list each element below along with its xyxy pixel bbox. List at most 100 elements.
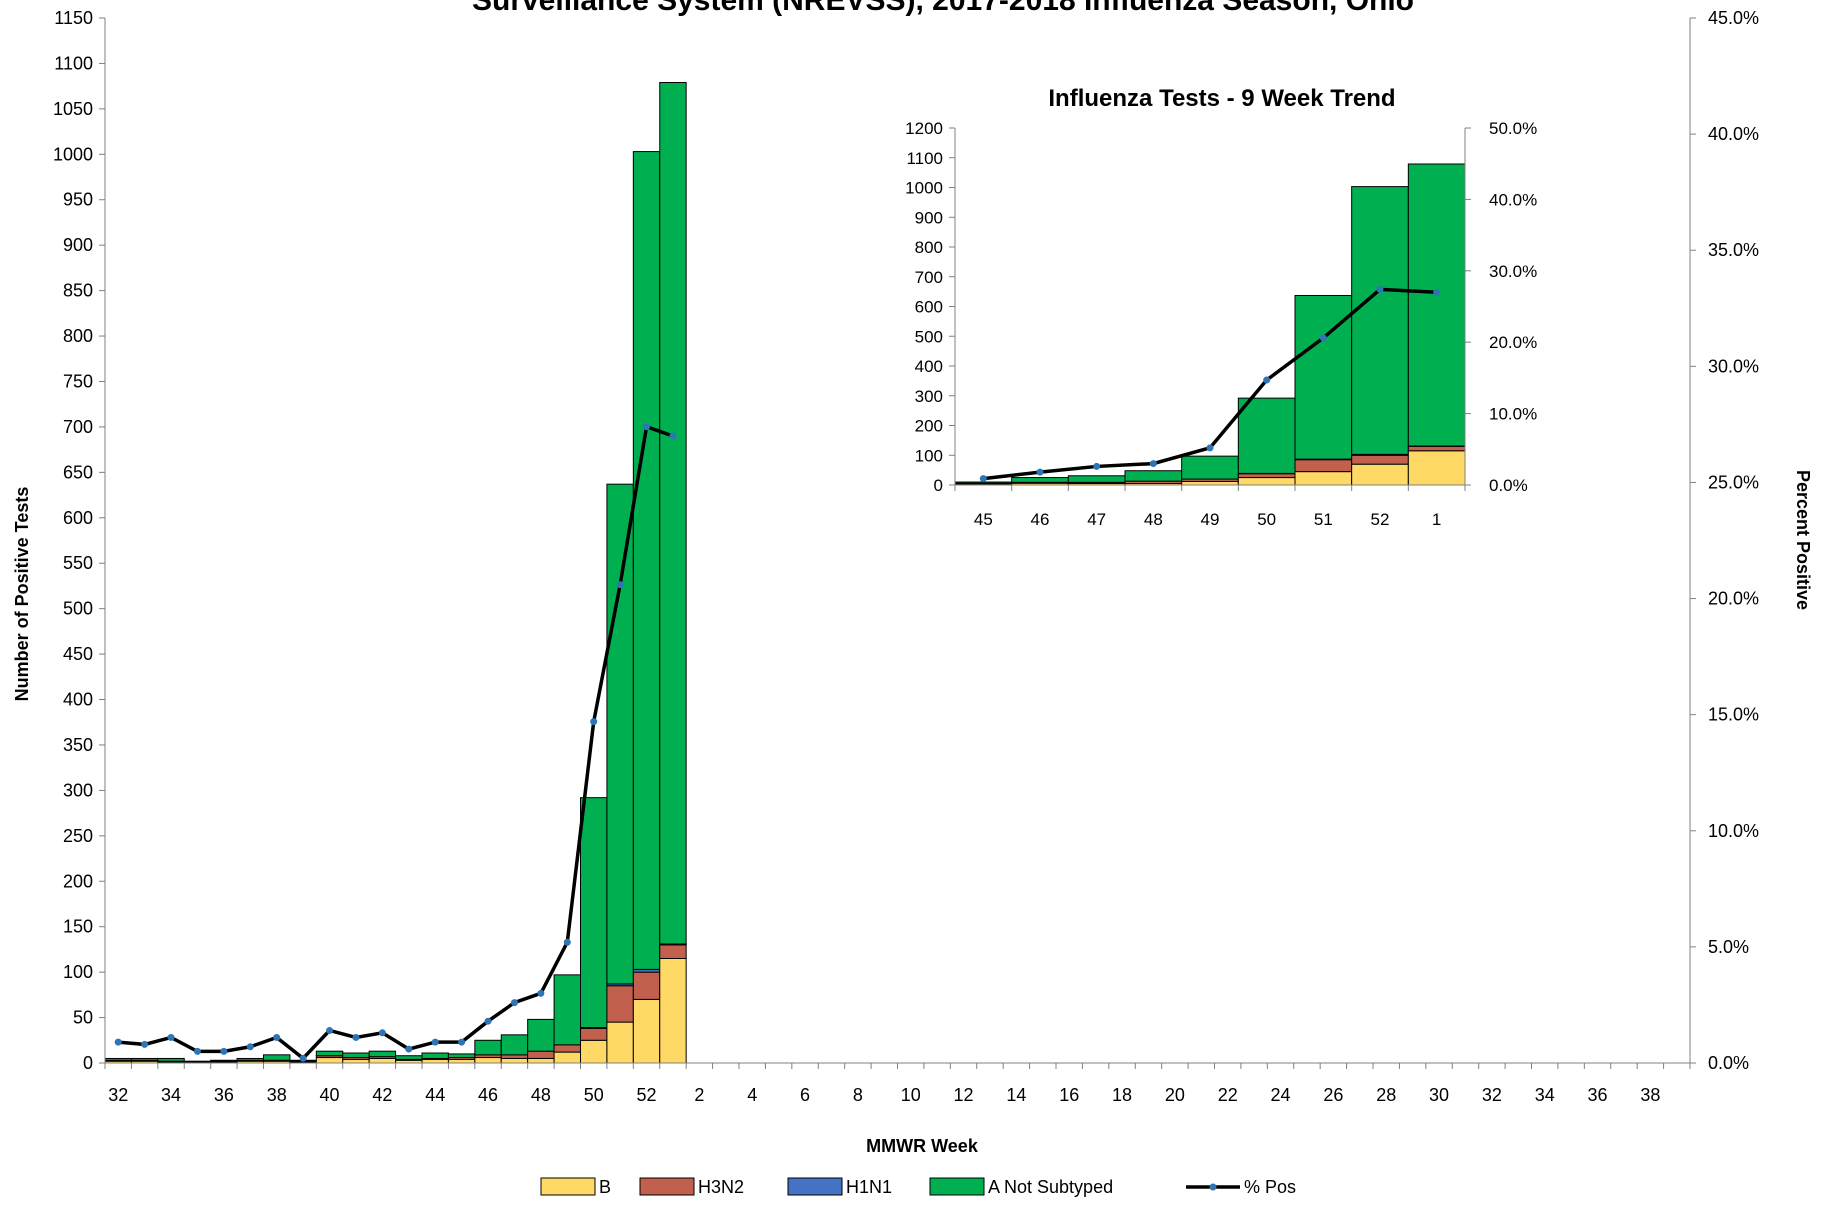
x-tick-label: 20 bbox=[1165, 1085, 1185, 1105]
y-tick-label: 500 bbox=[63, 599, 93, 619]
inset-x-tick-label: 47 bbox=[1087, 510, 1106, 529]
inset-bar-a-not-subtyped-52 bbox=[1352, 187, 1409, 455]
legend-swatch-h1n1 bbox=[788, 1178, 842, 1195]
bar-b-45 bbox=[448, 1059, 474, 1063]
bar-a-not-subtyped-1 bbox=[660, 83, 686, 944]
percent-positive-point bbox=[379, 1029, 386, 1036]
x-axis-label: MMWR Week bbox=[866, 1136, 979, 1156]
y2-tick-label: 25.0% bbox=[1708, 472, 1759, 492]
x-tick-label: 28 bbox=[1376, 1085, 1396, 1105]
bar-a-not-subtyped-40 bbox=[316, 1051, 342, 1056]
y-tick-label: 350 bbox=[63, 735, 93, 755]
percent-positive-point bbox=[643, 423, 650, 430]
percent-positive-point bbox=[194, 1048, 201, 1055]
percent-positive-point bbox=[352, 1034, 359, 1041]
percent-positive-point bbox=[220, 1048, 227, 1055]
bar-a-not-subtyped-46 bbox=[475, 1040, 501, 1055]
inset-x-tick-label: 46 bbox=[1031, 510, 1050, 529]
y-tick-label: 100 bbox=[63, 962, 93, 982]
inset-y-tick-label: 700 bbox=[915, 268, 943, 287]
bar-b-51 bbox=[607, 1022, 633, 1063]
bar-a-not-subtyped-49 bbox=[554, 975, 580, 1045]
percent-positive-point bbox=[669, 433, 676, 440]
inset-x-tick-label: 49 bbox=[1201, 510, 1220, 529]
x-tick-label: 34 bbox=[161, 1085, 181, 1105]
y2-tick-label: 5.0% bbox=[1708, 937, 1749, 957]
bar-b-41 bbox=[343, 1059, 369, 1063]
bar-h3n2-48 bbox=[528, 1051, 554, 1058]
inset-bar-b-52 bbox=[1352, 464, 1409, 485]
inset-title: Influenza Tests - 9 Week Trend bbox=[1048, 85, 1395, 112]
bar-b-49 bbox=[554, 1052, 580, 1063]
inset-percent-positive-point bbox=[1207, 444, 1214, 451]
x-tick-label: 16 bbox=[1059, 1085, 1079, 1105]
y-axis-label: Number of Positive Tests bbox=[12, 487, 32, 702]
y-tick-label: 600 bbox=[63, 508, 93, 528]
y-tick-label: 1050 bbox=[53, 99, 93, 119]
bar-h3n2-1 bbox=[660, 945, 686, 959]
bar-a-not-subtyped-41 bbox=[343, 1053, 369, 1058]
inset-y-tick-label: 800 bbox=[915, 238, 943, 257]
bar-a-not-subtyped-45 bbox=[448, 1054, 474, 1058]
y2-tick-label: 30.0% bbox=[1708, 356, 1759, 376]
bar-a-not-subtyped-50 bbox=[581, 798, 607, 1028]
legend-marker-percent-pos bbox=[1210, 1184, 1217, 1191]
x-tick-label: 44 bbox=[425, 1085, 445, 1105]
inset-x-tick-label: 1 bbox=[1432, 510, 1441, 529]
bar-a-not-subtyped-37 bbox=[237, 1058, 263, 1060]
y2-axis-label: Percent Positive bbox=[1793, 470, 1813, 610]
bar-h3n2-51 bbox=[607, 986, 633, 1022]
y-tick-label: 1100 bbox=[54, 53, 93, 73]
y2-tick-label: 40.0% bbox=[1708, 124, 1759, 144]
percent-positive-point bbox=[458, 1039, 465, 1046]
percent-positive-point bbox=[141, 1041, 148, 1048]
chart-title: Surveillance System (NREVSS), 2017-2018 … bbox=[472, 0, 1414, 17]
bar-a-not-subtyped-48 bbox=[528, 1019, 554, 1051]
bar-a-not-subtyped-51 bbox=[607, 484, 633, 984]
inset-y2-tick-label: 10.0% bbox=[1489, 405, 1537, 424]
inset-bar-h3n2-1 bbox=[1408, 446, 1465, 450]
inset-y2-tick-label: 50.0% bbox=[1489, 119, 1537, 138]
bar-a-not-subtyped-32 bbox=[105, 1058, 131, 1060]
x-tick-label: 8 bbox=[853, 1085, 863, 1105]
bar-a-not-subtyped-47 bbox=[501, 1035, 527, 1055]
bar-b-44 bbox=[422, 1059, 448, 1063]
legend-label-h1n1: H1N1 bbox=[846, 1177, 892, 1197]
y-tick-label: 250 bbox=[63, 826, 93, 846]
inset-x-tick-label: 50 bbox=[1257, 510, 1276, 529]
x-tick-label: 2 bbox=[694, 1085, 704, 1105]
x-tick-label: 22 bbox=[1218, 1085, 1238, 1105]
percent-positive-point bbox=[485, 1018, 492, 1025]
x-tick-label: 18 bbox=[1112, 1085, 1132, 1105]
inset-y2-tick-label: 40.0% bbox=[1489, 190, 1537, 209]
inset-bar-a-not-subtyped-46 bbox=[1012, 478, 1069, 483]
inset-bar-a-not-subtyped-50 bbox=[1238, 398, 1295, 473]
x-tick-label: 36 bbox=[1588, 1085, 1608, 1105]
y2-tick-label: 20.0% bbox=[1708, 589, 1759, 609]
bar-a-not-subtyped-52 bbox=[633, 152, 659, 970]
inset-plot: 0100200300400500600700800900100011001200… bbox=[905, 119, 1537, 529]
inset-y-tick-label: 200 bbox=[915, 417, 943, 436]
percent-positive-point bbox=[511, 999, 518, 1006]
bar-b-50 bbox=[581, 1040, 607, 1063]
y-tick-label: 1150 bbox=[54, 8, 93, 28]
y2-tick-label: 0.0% bbox=[1708, 1053, 1749, 1073]
inset-y-tick-label: 100 bbox=[915, 446, 943, 465]
bar-b-47 bbox=[501, 1058, 527, 1063]
inset-percent-positive-point bbox=[1377, 286, 1384, 293]
inset-y-tick-label: 300 bbox=[915, 387, 943, 406]
bar-a-not-subtyped-42 bbox=[369, 1051, 395, 1056]
x-tick-label: 48 bbox=[531, 1085, 551, 1105]
y-tick-label: 700 bbox=[63, 417, 93, 437]
y-tick-label: 850 bbox=[63, 281, 93, 301]
y-tick-label: 550 bbox=[63, 553, 93, 573]
inset-bar-b-1 bbox=[1408, 451, 1465, 485]
legend-label--pos: % Pos bbox=[1244, 1177, 1296, 1197]
inset-bar-h3n2-51 bbox=[1295, 460, 1352, 472]
inset-x-tick-label: 48 bbox=[1144, 510, 1163, 529]
inset-bar-b-49 bbox=[1182, 481, 1239, 485]
x-tick-label: 36 bbox=[214, 1085, 234, 1105]
y-tick-label: 150 bbox=[63, 917, 93, 937]
bar-h3n2-49 bbox=[554, 1045, 580, 1052]
